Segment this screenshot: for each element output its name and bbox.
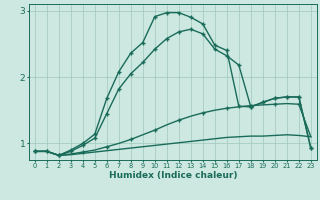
X-axis label: Humidex (Indice chaleur): Humidex (Indice chaleur) bbox=[108, 171, 237, 180]
